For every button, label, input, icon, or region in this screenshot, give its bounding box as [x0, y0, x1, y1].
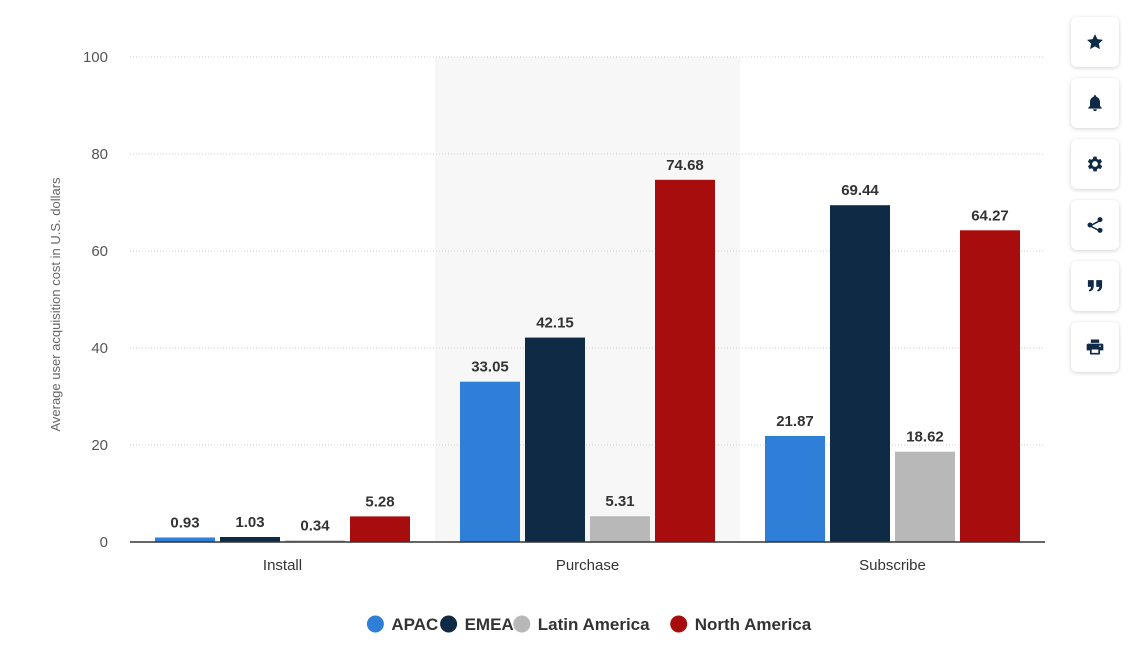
y-tick-label: 40	[91, 340, 108, 357]
settings-button[interactable]	[1071, 139, 1119, 189]
x-tick-label: Install	[263, 557, 302, 574]
data-label: 5.28	[365, 493, 394, 510]
legend-marker	[513, 615, 531, 633]
bar[interactable]	[765, 435, 825, 542]
data-label: 74.68	[666, 157, 704, 174]
legend-marker	[366, 615, 384, 633]
x-axis-categories: Install Purchase Subscribe	[263, 557, 926, 574]
y-tick-label: 100	[83, 49, 108, 66]
data-labels: 0.93 1.03 0.34 5.28 33.05 42.15 5.31 74.68 21.87…	[170, 157, 1008, 535]
legend-item[interactable]: APAC	[366, 615, 438, 634]
bar[interactable]	[460, 381, 520, 542]
data-label: 33.05	[471, 359, 509, 376]
star-icon	[1087, 34, 1103, 50]
bar[interactable]	[155, 537, 215, 542]
print-button[interactable]	[1071, 322, 1119, 372]
data-label: 21.87	[776, 413, 814, 430]
data-label: 64.27	[971, 207, 1009, 224]
y-axis-ticks: 0 20 40 60 80 100	[83, 49, 108, 551]
share-icon	[1087, 217, 1103, 233]
share-button[interactable]	[1071, 200, 1119, 250]
y-tick-label: 0	[100, 534, 108, 551]
legend-label: EMEA	[465, 615, 514, 634]
bar[interactable]	[830, 205, 890, 542]
legend-marker	[440, 615, 458, 633]
notification-button[interactable]	[1071, 78, 1119, 128]
bar[interactable]	[285, 540, 345, 542]
cite-button[interactable]	[1071, 261, 1119, 311]
bar[interactable]	[655, 179, 715, 542]
legend-item[interactable]: North America	[670, 615, 812, 634]
legend-label: Latin America	[538, 615, 650, 634]
bar[interactable]	[590, 516, 650, 542]
y-axis-label: Average user acquisition cost in U.S. do…	[48, 177, 63, 432]
bar[interactable]	[960, 230, 1020, 542]
y-tick-label: 60	[91, 243, 108, 260]
print-icon	[1086, 339, 1104, 355]
bar[interactable]	[895, 451, 955, 542]
data-label: 5.31	[605, 493, 634, 510]
gear-icon	[1087, 156, 1103, 172]
bar[interactable]	[525, 337, 585, 542]
data-label: 1.03	[235, 514, 264, 531]
legend-marker	[670, 615, 688, 633]
bar[interactable]	[220, 537, 280, 542]
legend-item[interactable]: EMEA	[440, 615, 514, 634]
legend: APAC EMEA Latin America North America	[366, 615, 812, 634]
x-tick-label: Purchase	[556, 557, 619, 574]
bar[interactable]	[350, 516, 410, 542]
data-label: 42.15	[536, 315, 574, 332]
data-label: 69.44	[841, 182, 879, 199]
y-tick-label: 20	[91, 437, 108, 454]
chart-toolbar	[1071, 17, 1119, 372]
legend-label: North America	[695, 615, 812, 634]
x-tick-label: Subscribe	[859, 557, 926, 574]
y-tick-label: 80	[91, 146, 108, 163]
quote-icon	[1087, 280, 1103, 292]
data-label: 0.93	[170, 514, 199, 531]
legend-label: APAC	[391, 615, 438, 634]
grid-lines	[130, 56, 1045, 446]
data-label: 0.34	[300, 517, 330, 534]
bars	[155, 179, 1020, 542]
legend-item[interactable]: Latin America	[513, 615, 650, 634]
bell-icon	[1088, 95, 1102, 112]
favorite-button[interactable]	[1071, 17, 1119, 67]
data-label: 18.62	[906, 429, 944, 446]
